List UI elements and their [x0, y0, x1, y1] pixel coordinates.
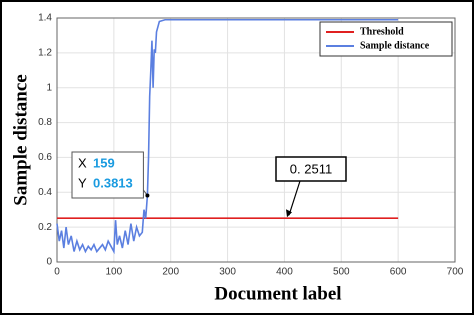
legend-box	[319, 21, 453, 57]
callout-box	[275, 156, 347, 182]
datatip-marker	[145, 193, 150, 198]
datatip-y-value: 0.3813	[93, 175, 133, 190]
y-tick-label: 1.2	[38, 47, 52, 58]
datatip-x-label: X	[78, 155, 87, 170]
data-line	[56, 18, 399, 255]
x-tick-label: 700	[447, 267, 464, 278]
x-tick-label: 400	[276, 267, 293, 278]
callout-arrow	[288, 180, 301, 216]
x-tick-label: 500	[333, 267, 350, 278]
legend-label: Sample distance	[360, 40, 430, 51]
plot-area	[56, 17, 456, 263]
y-tick-label: 0.6	[38, 152, 52, 163]
x-tick-label: 100	[106, 267, 123, 278]
legend-label: Threshold	[360, 26, 404, 37]
y-axis-label: Sample distance	[10, 74, 31, 205]
callout-label: 0. 2511	[290, 161, 332, 176]
x-tick-label: 200	[162, 267, 179, 278]
datatip-y-label: Y	[78, 175, 87, 190]
y-tick-label: 1	[46, 82, 52, 93]
datatip-box	[71, 151, 144, 199]
x-tick-label: 300	[219, 267, 236, 278]
axes-box	[56, 17, 456, 263]
callout-arrowhead	[286, 209, 292, 218]
y-tick-label: 0.2	[38, 222, 52, 233]
y-tick-label: 1.4	[38, 13, 52, 24]
datatip-x-value: 159	[93, 155, 115, 170]
x-tick-label: 0	[54, 267, 60, 278]
x-tick-label: 600	[390, 267, 407, 278]
y-tick-label: 0.8	[38, 117, 52, 128]
y-tick-label: 0.4	[38, 187, 52, 198]
x-axis-label: Document label	[214, 283, 341, 304]
y-tick-label: 0	[46, 257, 52, 268]
